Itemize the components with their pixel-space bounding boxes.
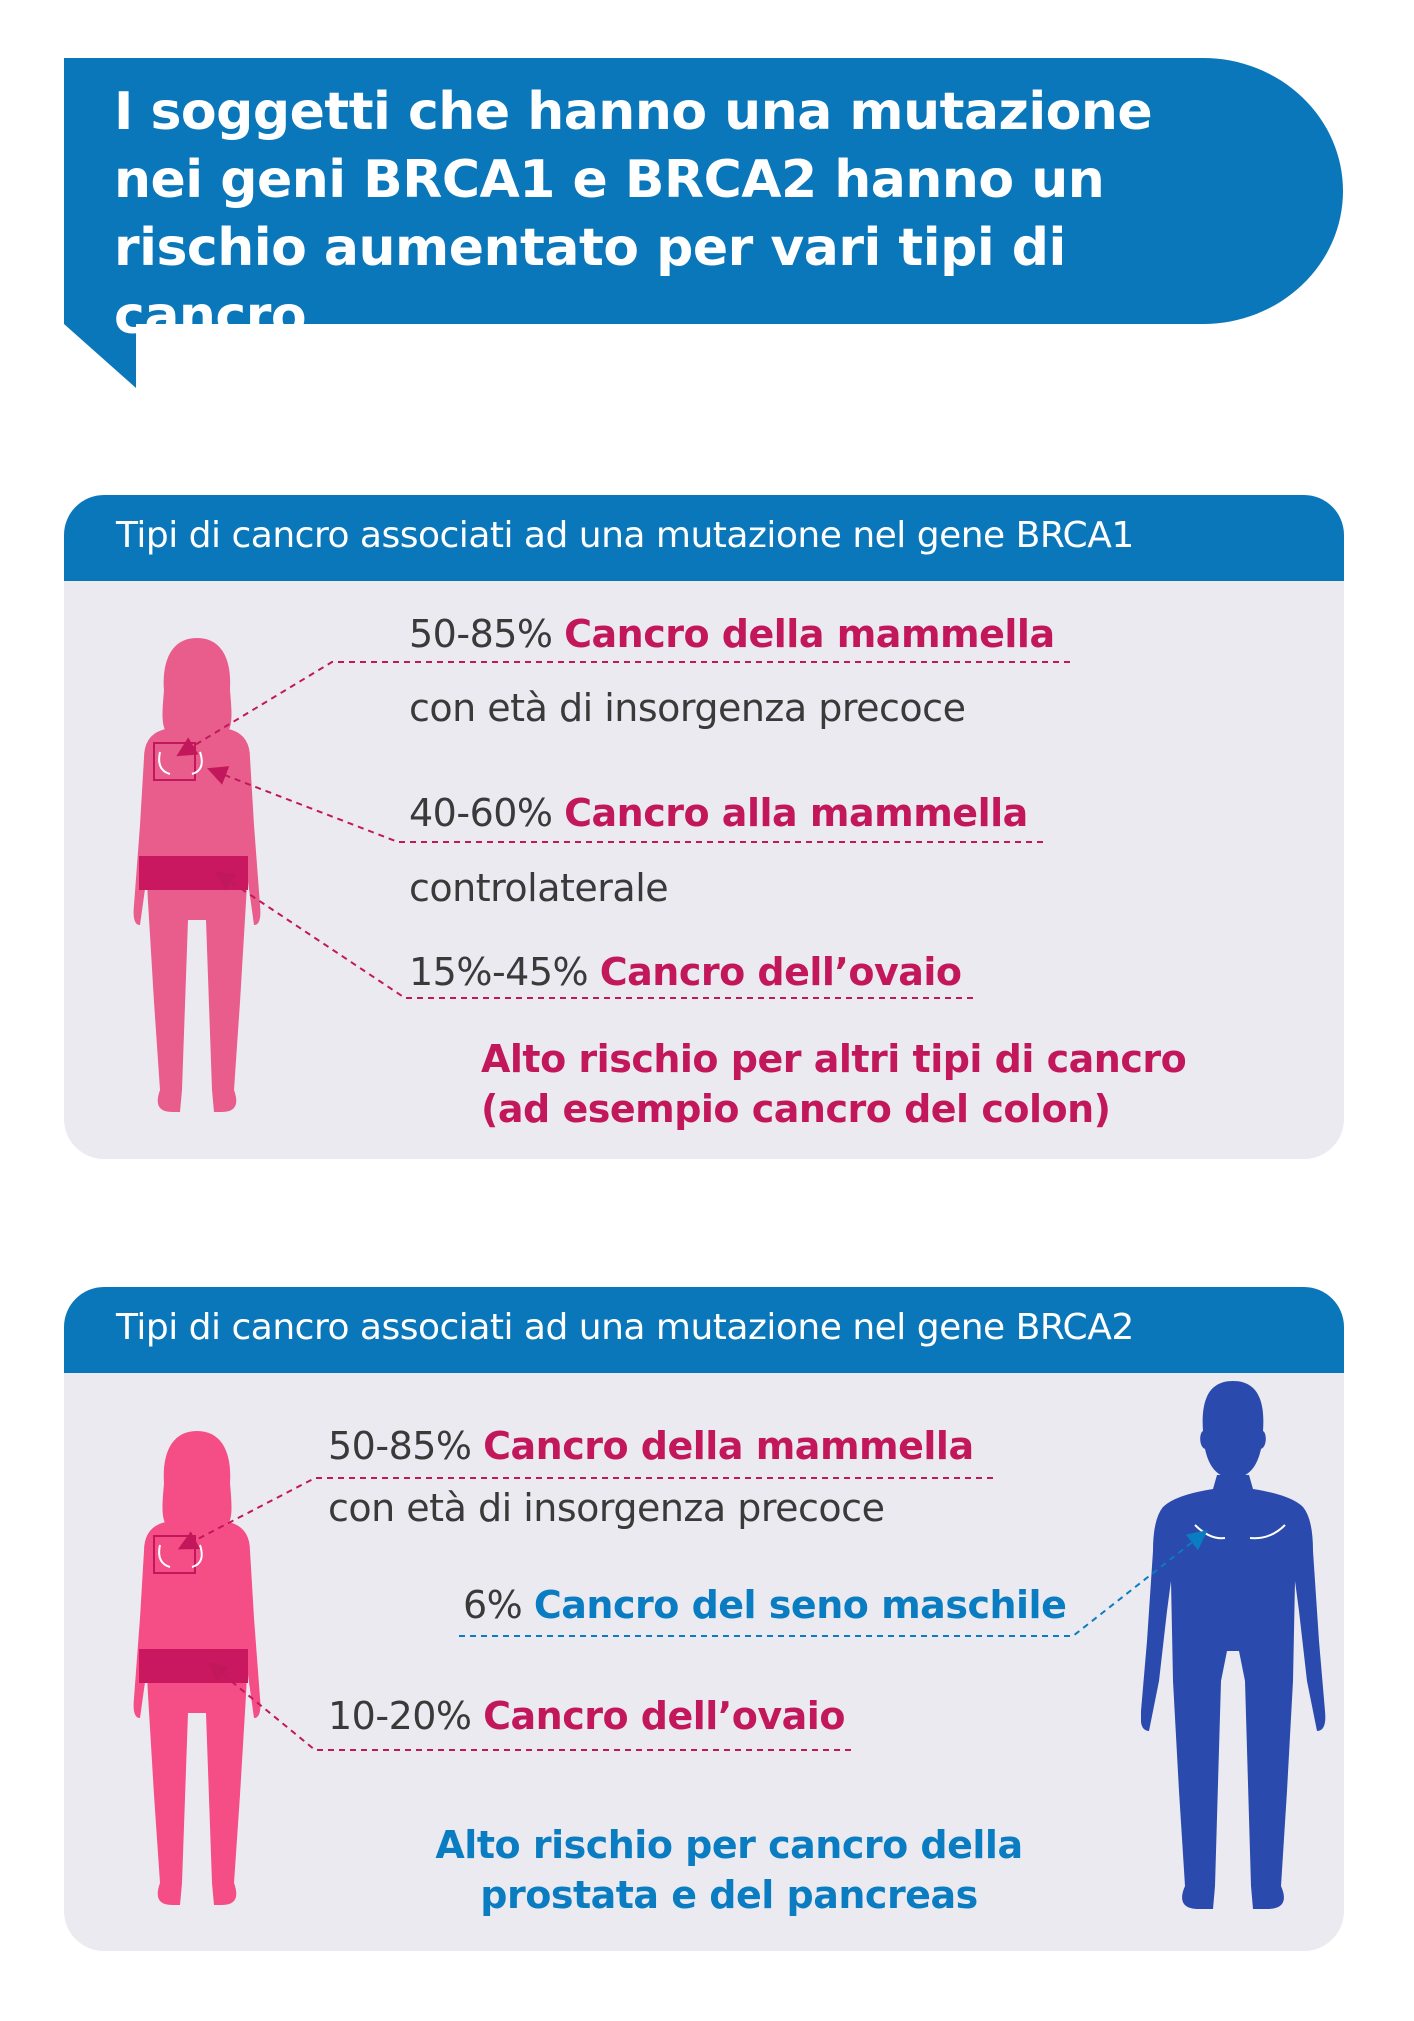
brca1-panel [64, 581, 1344, 1159]
percent: 50-85% [409, 612, 553, 656]
footer-line: Alto rischio per altri tipi di cancro [481, 1037, 1187, 1081]
brca1-item-1: 50-85% Cancro della mammella [409, 612, 1055, 656]
label: Cancro dell’ovaio [483, 1694, 845, 1738]
brca1-item-2-note: controlaterale [409, 866, 669, 910]
brca2-item-3: 10-20% Cancro dell’ovaio [328, 1694, 845, 1738]
brca2-item-2: 6% Cancro del seno maschile [463, 1583, 1067, 1627]
brca1-leader-lines [176, 661, 1070, 999]
title-bubble [64, 58, 1343, 324]
brca2-panel [64, 1373, 1344, 1951]
bubble-tail [64, 324, 136, 388]
brca2-section-header: Tipi di cancro associati ad una mutazion… [64, 1287, 1344, 1373]
page-title: I soggetti che hanno una mutazione nei g… [114, 82, 1153, 346]
label: Cancro della mammella [564, 612, 1055, 656]
footer-line: (ad esempio cancro del colon) [481, 1087, 1111, 1131]
brca1-footer: Alto rischio per altri tipi di cancro (ad… [481, 1034, 1187, 1134]
brca2-footer: Alto rischio per cancro della prostata e … [429, 1820, 1029, 1920]
male-leader-line [459, 1530, 1208, 1637]
footer-line: prostata e del pancreas [480, 1873, 978, 1917]
percent: 6% [463, 1583, 523, 1627]
brca1-item-1-note: con età di insorgenza precoce [409, 686, 966, 730]
brca1-heading: Tipi di cancro associati ad una mutazion… [116, 515, 1134, 556]
woman-silhouette-icon [133, 638, 261, 1112]
brca2-item-1: 50-85% Cancro della mammella [328, 1424, 974, 1468]
brca1-item-3: 15%-45% Cancro dell’ovaio [409, 950, 962, 994]
man-silhouette-icon [1141, 1381, 1326, 1909]
brca2-item-1-note: con età di insorgenza precoce [328, 1486, 885, 1530]
label: Cancro alla mammella [564, 791, 1028, 835]
brca2-heading: Tipi di cancro associati ad una mutazion… [116, 1307, 1134, 1348]
percent: 10-20% [328, 1694, 472, 1738]
label: Cancro dell’ovaio [599, 950, 962, 994]
brca1-item-2: 40-60% Cancro alla mammella [409, 791, 1028, 835]
woman-silhouette-icon [133, 1431, 261, 1905]
label: Cancro della mammella [483, 1424, 974, 1468]
brca2-leader-lines [177, 1477, 993, 1751]
percent: 15%-45% [409, 950, 589, 994]
percent: 50-85% [328, 1424, 472, 1468]
label: Cancro del seno maschile [533, 1583, 1067, 1627]
percent: 40-60% [409, 791, 553, 835]
brca1-section-header: Tipi di cancro associati ad una mutazion… [64, 495, 1344, 581]
footer-line: Alto rischio per cancro della [435, 1823, 1023, 1867]
